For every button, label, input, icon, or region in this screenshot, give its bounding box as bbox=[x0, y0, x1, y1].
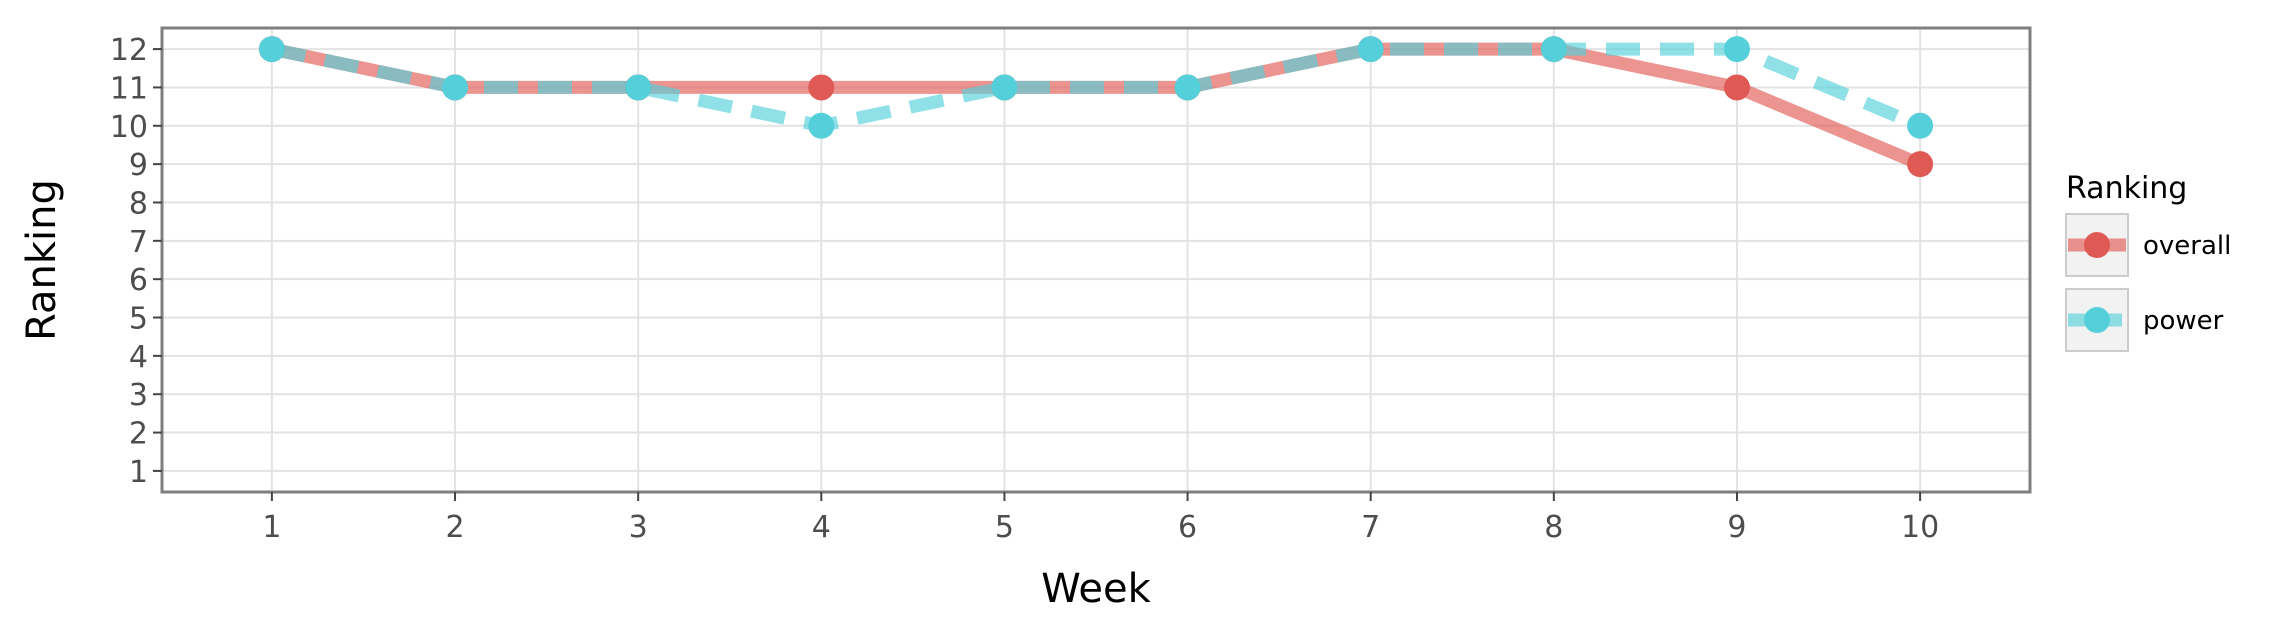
data-point-power bbox=[808, 112, 835, 139]
legend-marker-power bbox=[2084, 307, 2110, 333]
y-tick-label: 3 bbox=[129, 378, 148, 413]
x-tick-label: 10 bbox=[1901, 510, 1939, 545]
y-tick-label: 1 bbox=[129, 455, 148, 490]
data-point-overall bbox=[808, 74, 835, 101]
legend: Ranking overall power bbox=[2065, 171, 2231, 352]
plot-panel-border bbox=[160, 26, 2032, 494]
data-point-power bbox=[991, 74, 1018, 101]
x-tick-label: 2 bbox=[445, 510, 464, 545]
x-axis-title: Week bbox=[1041, 566, 1151, 612]
data-point-overall bbox=[1907, 151, 1934, 178]
legend-marker-overall bbox=[2084, 232, 2110, 258]
data-point-overall bbox=[1723, 74, 1750, 101]
x-tick-label: 5 bbox=[995, 510, 1014, 545]
x-tick-label: 8 bbox=[1544, 510, 1563, 545]
legend-title: Ranking bbox=[2066, 171, 2187, 206]
data-point-power bbox=[1174, 74, 1201, 101]
data-point-power bbox=[1540, 36, 1567, 63]
x-tick-label: 6 bbox=[1178, 510, 1197, 545]
series-lines bbox=[258, 36, 1934, 178]
y-tick-label: 2 bbox=[129, 417, 148, 452]
y-tick-label: 7 bbox=[129, 225, 148, 260]
y-tick-label: 12 bbox=[110, 33, 148, 68]
data-point-power bbox=[258, 36, 285, 63]
legend-label-overall: overall bbox=[2143, 231, 2231, 261]
x-tick-label: 1 bbox=[262, 510, 281, 545]
y-tick-label: 4 bbox=[129, 340, 148, 375]
series-line-power bbox=[270, 42, 1923, 133]
legend-label-power: power bbox=[2143, 306, 2224, 336]
x-tick-label: 9 bbox=[1727, 510, 1746, 545]
data-point-power bbox=[625, 74, 652, 101]
y-axis-title: Ranking bbox=[19, 179, 65, 341]
y-tick-label: 8 bbox=[129, 186, 148, 221]
x-tick-label: 3 bbox=[629, 510, 648, 545]
y-tick-label: 10 bbox=[110, 110, 148, 145]
y-tick-label: 9 bbox=[129, 148, 148, 183]
data-point-power bbox=[1357, 36, 1384, 63]
y-tick-label: 11 bbox=[110, 71, 148, 106]
data-point-power bbox=[442, 74, 469, 101]
data-point-power bbox=[1907, 112, 1934, 139]
data-point-power bbox=[1723, 36, 1750, 63]
y-tick-label: 5 bbox=[129, 302, 148, 337]
y-tick-label: 6 bbox=[129, 263, 148, 298]
x-tick-label: 7 bbox=[1361, 510, 1380, 545]
x-tick-label: 4 bbox=[812, 510, 831, 545]
